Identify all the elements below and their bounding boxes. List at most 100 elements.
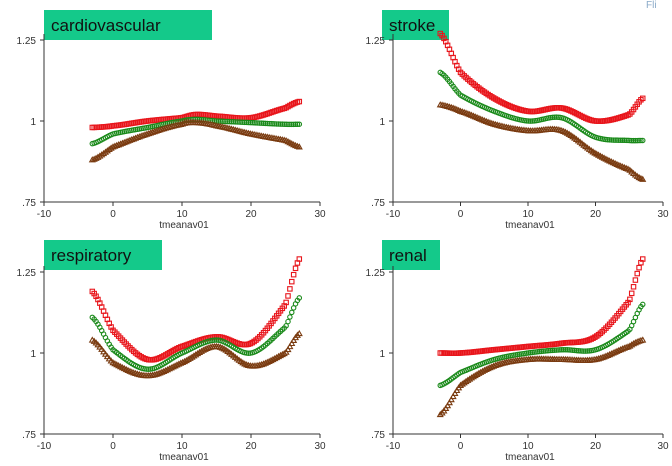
marker-circle: [245, 350, 252, 356]
y-tick-label: 1: [379, 117, 385, 128]
marker-circle: [292, 121, 299, 128]
marker-triangle: [98, 345, 106, 352]
x-tick-label: -10: [386, 441, 401, 452]
marker-circle: [547, 347, 554, 354]
marker-circle: [268, 120, 274, 127]
marker-square: [296, 256, 303, 262]
marker-triangle: [100, 348, 108, 355]
marker-circle: [264, 120, 271, 127]
x-tick-label: 20: [245, 209, 257, 220]
marker-circle: [621, 137, 628, 144]
marker-circle: [579, 348, 585, 354]
marker-circle: [627, 137, 633, 144]
x-tick-label: -10: [37, 441, 52, 452]
marker-circle: [234, 119, 240, 125]
panel-title: respiratory: [51, 246, 132, 265]
series-lower: [436, 336, 647, 418]
panel-title: renal: [389, 246, 427, 265]
marker-square: [628, 290, 635, 297]
marker-circle: [546, 347, 552, 354]
marker-circle: [200, 116, 207, 123]
marker-circle: [144, 366, 150, 372]
marker-circle: [245, 119, 252, 126]
marker-circle: [566, 347, 572, 353]
marker-square: [289, 278, 295, 285]
marker-circle: [241, 119, 248, 126]
series-lower: [88, 118, 303, 163]
marker-circle: [614, 137, 620, 143]
series-lower: [436, 101, 647, 182]
marker-triangle: [295, 143, 303, 150]
marker-circle: [247, 119, 254, 126]
marker-triangle: [451, 389, 459, 396]
y-tick-label: .75: [371, 198, 385, 209]
marker-circle: [549, 347, 556, 354]
x-tick-label: 0: [458, 441, 464, 452]
marker-square: [636, 264, 642, 271]
y-tick-label: 1.25: [366, 268, 386, 279]
y-tick-label: .75: [22, 430, 36, 441]
panel-title-box: [44, 10, 212, 40]
x-axis-label: tmeanav01: [505, 452, 555, 463]
marker-circle: [223, 118, 229, 125]
x-tick-label: 0: [458, 209, 464, 220]
marker-circle: [273, 121, 280, 127]
marker-circle: [610, 137, 617, 143]
marker-circle: [577, 348, 583, 354]
marker-triangle: [449, 392, 457, 400]
y-tick-label: 1: [379, 349, 385, 360]
marker-circle: [283, 121, 289, 128]
y-tick-label: .75: [22, 198, 36, 209]
marker-circle: [272, 121, 278, 127]
marker-square: [632, 277, 639, 283]
marker-square: [296, 98, 303, 105]
marker-triangle: [444, 401, 452, 409]
marker-circle: [625, 137, 631, 144]
series-upper: [437, 30, 646, 124]
marker-triangle: [293, 331, 301, 338]
marker-circle: [266, 120, 272, 127]
marker-circle: [606, 137, 613, 143]
marker-circle: [289, 121, 295, 128]
x-tick-label: -10: [37, 209, 52, 220]
marker-circle: [632, 137, 639, 144]
chart-panel-renal: renal .75 1 1.25 -10 0 10 20 30 tmeanav01: [366, 240, 669, 463]
marker-circle: [612, 137, 618, 143]
marker-circle: [636, 137, 642, 144]
marker-circle: [562, 346, 569, 353]
marker-circle: [225, 118, 231, 125]
marker-circle: [296, 295, 303, 301]
x-tick-label: 10: [522, 441, 534, 452]
marker-circle: [260, 120, 267, 127]
marker-circle: [281, 121, 287, 127]
marker-triangle: [286, 342, 294, 350]
y-tick-label: 1.25: [17, 268, 37, 279]
marker-circle: [639, 301, 646, 308]
marker-circle: [213, 337, 220, 343]
marker-circle: [257, 120, 263, 126]
marker-circle: [146, 366, 152, 372]
marker-circle: [581, 348, 587, 354]
marker-circle: [243, 350, 250, 356]
y-tick-label: 1.25: [366, 36, 386, 47]
marker-circle: [551, 347, 558, 353]
chart-panel-respiratory: respiratory .75 1 1.25 -10 0 10 20 30 tmeanav01: [17, 240, 326, 463]
marker-circle: [287, 121, 293, 128]
marker-square: [292, 265, 299, 272]
x-tick-label: 20: [590, 209, 602, 220]
marker-circle: [634, 137, 640, 144]
marker-square: [285, 293, 291, 299]
marker-circle: [582, 348, 589, 354]
marker-circle: [608, 137, 615, 143]
panel-title-box: [44, 240, 162, 270]
marker-circle: [196, 116, 203, 123]
marker-circle: [258, 120, 265, 126]
marker-circle: [630, 137, 637, 144]
marker-triangle: [436, 410, 444, 418]
panel-title-box: [382, 240, 440, 270]
marker-circle: [255, 120, 261, 126]
marker-circle: [211, 337, 218, 343]
marker-triangle: [280, 349, 288, 357]
marker-circle: [617, 137, 624, 143]
